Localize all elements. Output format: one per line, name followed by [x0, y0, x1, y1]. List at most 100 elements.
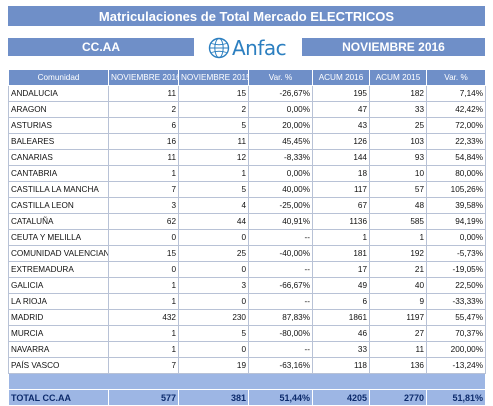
row-nov-2015: 0 [178, 293, 249, 310]
row-acum-2015: 11 [369, 341, 427, 358]
row-var: 20,00% [248, 117, 313, 134]
col-header-var: Var. % [248, 69, 313, 86]
row-var-acum: 42,42% [426, 101, 486, 118]
total-acum-2016: 4205 [312, 389, 370, 406]
table-row: CANTABRIA 1 1 0,00% 18 10 80,00% [8, 165, 486, 182]
row-acum-2016: 33 [312, 341, 370, 358]
row-var-acum: -13,24% [426, 357, 486, 374]
row-nov-2016: 1 [108, 165, 179, 182]
row-nov-2016: 2 [108, 101, 179, 118]
table-row: PAÍS VASCO 7 19 -63,16% 118 136 -13,24% [8, 357, 486, 374]
table-row: CATALUÑA 62 44 40,91% 1136 585 94,19% [8, 213, 486, 230]
row-nov-2015: 4 [178, 197, 249, 214]
row-acum-2016: 195 [312, 85, 370, 102]
table-row: ASTURIAS 6 5 20,00% 43 25 72,00% [8, 117, 486, 134]
row-var-acum: 7,14% [426, 85, 486, 102]
row-comunidad: COMUNIDAD VALENCIANA [8, 245, 109, 262]
row-acum-2015: 1197 [369, 309, 427, 326]
row-nov-2015: 12 [178, 149, 249, 166]
col-header-comunidad: Comunidad [8, 69, 109, 86]
table-row: MADRID 432 230 87,83% 1861 1197 55,47% [8, 309, 486, 326]
row-var-acum: -33,33% [426, 293, 486, 310]
row-nov-2016: 11 [108, 149, 179, 166]
row-nov-2015: 230 [178, 309, 249, 326]
table-row: CASTILLA LA MANCHA 7 5 40,00% 117 57 105,26% [8, 181, 486, 198]
row-acum-2015: 103 [369, 133, 427, 150]
row-acum-2015: 25 [369, 117, 427, 134]
row-nov-2016: 62 [108, 213, 179, 230]
table-row: CEUTA Y MELILLA 0 0 -- 1 1 0,00% [8, 229, 486, 246]
report-title: Matriculaciones de Total Mercado ELECTRI… [8, 6, 485, 26]
row-acum-2015: 585 [369, 213, 427, 230]
row-var: 40,00% [248, 181, 313, 198]
row-acum-2015: 182 [369, 85, 427, 102]
row-nov-2016: 432 [108, 309, 179, 326]
total-acum-2015: 2770 [369, 389, 427, 406]
row-comunidad: CASTILLA LEON [8, 197, 109, 214]
row-comunidad: MURCIA [8, 325, 109, 342]
row-var: -26,67% [248, 85, 313, 102]
total-var: 51,44% [248, 389, 313, 406]
row-var: -66,67% [248, 277, 313, 294]
row-acum-2016: 144 [312, 149, 370, 166]
row-comunidad: GALICIA [8, 277, 109, 294]
row-var-acum: 22,50% [426, 277, 486, 294]
row-var-acum: 55,47% [426, 309, 486, 326]
row-nov-2016: 1 [108, 325, 179, 342]
row-var-acum: 72,00% [426, 117, 486, 134]
row-acum-2016: 6 [312, 293, 370, 310]
row-var-acum: 39,58% [426, 197, 486, 214]
row-nov-2015: 2 [178, 101, 249, 118]
row-comunidad: CANTABRIA [8, 165, 109, 182]
row-nov-2015: 19 [178, 357, 249, 374]
row-var: 40,91% [248, 213, 313, 230]
table-row: LA RIOJA 1 0 -- 6 9 -33,33% [8, 293, 486, 310]
row-acum-2016: 1861 [312, 309, 370, 326]
row-acum-2015: 1 [369, 229, 427, 246]
table-row: CASTILLA LEON 3 4 -25,00% 67 48 39,58% [8, 197, 486, 214]
row-acum-2016: 67 [312, 197, 370, 214]
row-acum-2016: 181 [312, 245, 370, 262]
col-header-acum-2016: ACUM 2016 [312, 69, 370, 86]
row-comunidad: CATALUÑA [8, 213, 109, 230]
row-nov-2016: 16 [108, 133, 179, 150]
row-nov-2015: 3 [178, 277, 249, 294]
row-acum-2015: 21 [369, 261, 427, 278]
row-var-acum: 200,00% [426, 341, 486, 358]
row-nov-2016: 7 [108, 181, 179, 198]
total-nov-2015: 381 [178, 389, 249, 406]
row-var: -80,00% [248, 325, 313, 342]
row-comunidad: CASTILLA LA MANCHA [8, 181, 109, 198]
row-var-acum: 105,26% [426, 181, 486, 198]
row-comunidad: BALEARES [8, 133, 109, 150]
row-comunidad: ANDALUCIA [8, 85, 109, 102]
row-nov-2015: 0 [178, 261, 249, 278]
globe-icon [208, 37, 230, 59]
row-acum-2015: 136 [369, 357, 427, 374]
total-nov-2016: 577 [108, 389, 179, 406]
table-row: ARAGON 2 2 0,00% 47 33 42,42% [8, 101, 486, 118]
row-var-acum: -5,73% [426, 245, 486, 262]
row-nov-2016: 0 [108, 229, 179, 246]
row-var-acum: -19,05% [426, 261, 486, 278]
row-acum-2016: 117 [312, 181, 370, 198]
row-var: -40,00% [248, 245, 313, 262]
col-header-acum-2015: ACUM 2015 [369, 69, 427, 86]
row-var: -8,33% [248, 149, 313, 166]
row-nov-2016: 11 [108, 85, 179, 102]
row-comunidad: ARAGON [8, 101, 109, 118]
table-row: NAVARRA 1 0 -- 33 11 200,00% [8, 341, 486, 358]
row-nov-2016: 1 [108, 277, 179, 294]
table-row: COMUNIDAD VALENCIANA 15 25 -40,00% 181 192 -5,… [8, 245, 486, 262]
row-nov-2015: 1 [178, 165, 249, 182]
row-acum-2016: 17 [312, 261, 370, 278]
logo-text: Anfac [232, 36, 287, 60]
row-nov-2016: 6 [108, 117, 179, 134]
anfac-logo: Anfac [208, 34, 290, 62]
col-header-nov-2015: NOVIEMBRE 2015 [178, 69, 249, 86]
row-var-acum: 70,37% [426, 325, 486, 342]
row-nov-2015: 0 [178, 229, 249, 246]
table-row: EXTREMADURA 0 0 -- 17 21 -19,05% [8, 261, 486, 278]
row-nov-2015: 25 [178, 245, 249, 262]
row-comunidad: NAVARRA [8, 341, 109, 358]
